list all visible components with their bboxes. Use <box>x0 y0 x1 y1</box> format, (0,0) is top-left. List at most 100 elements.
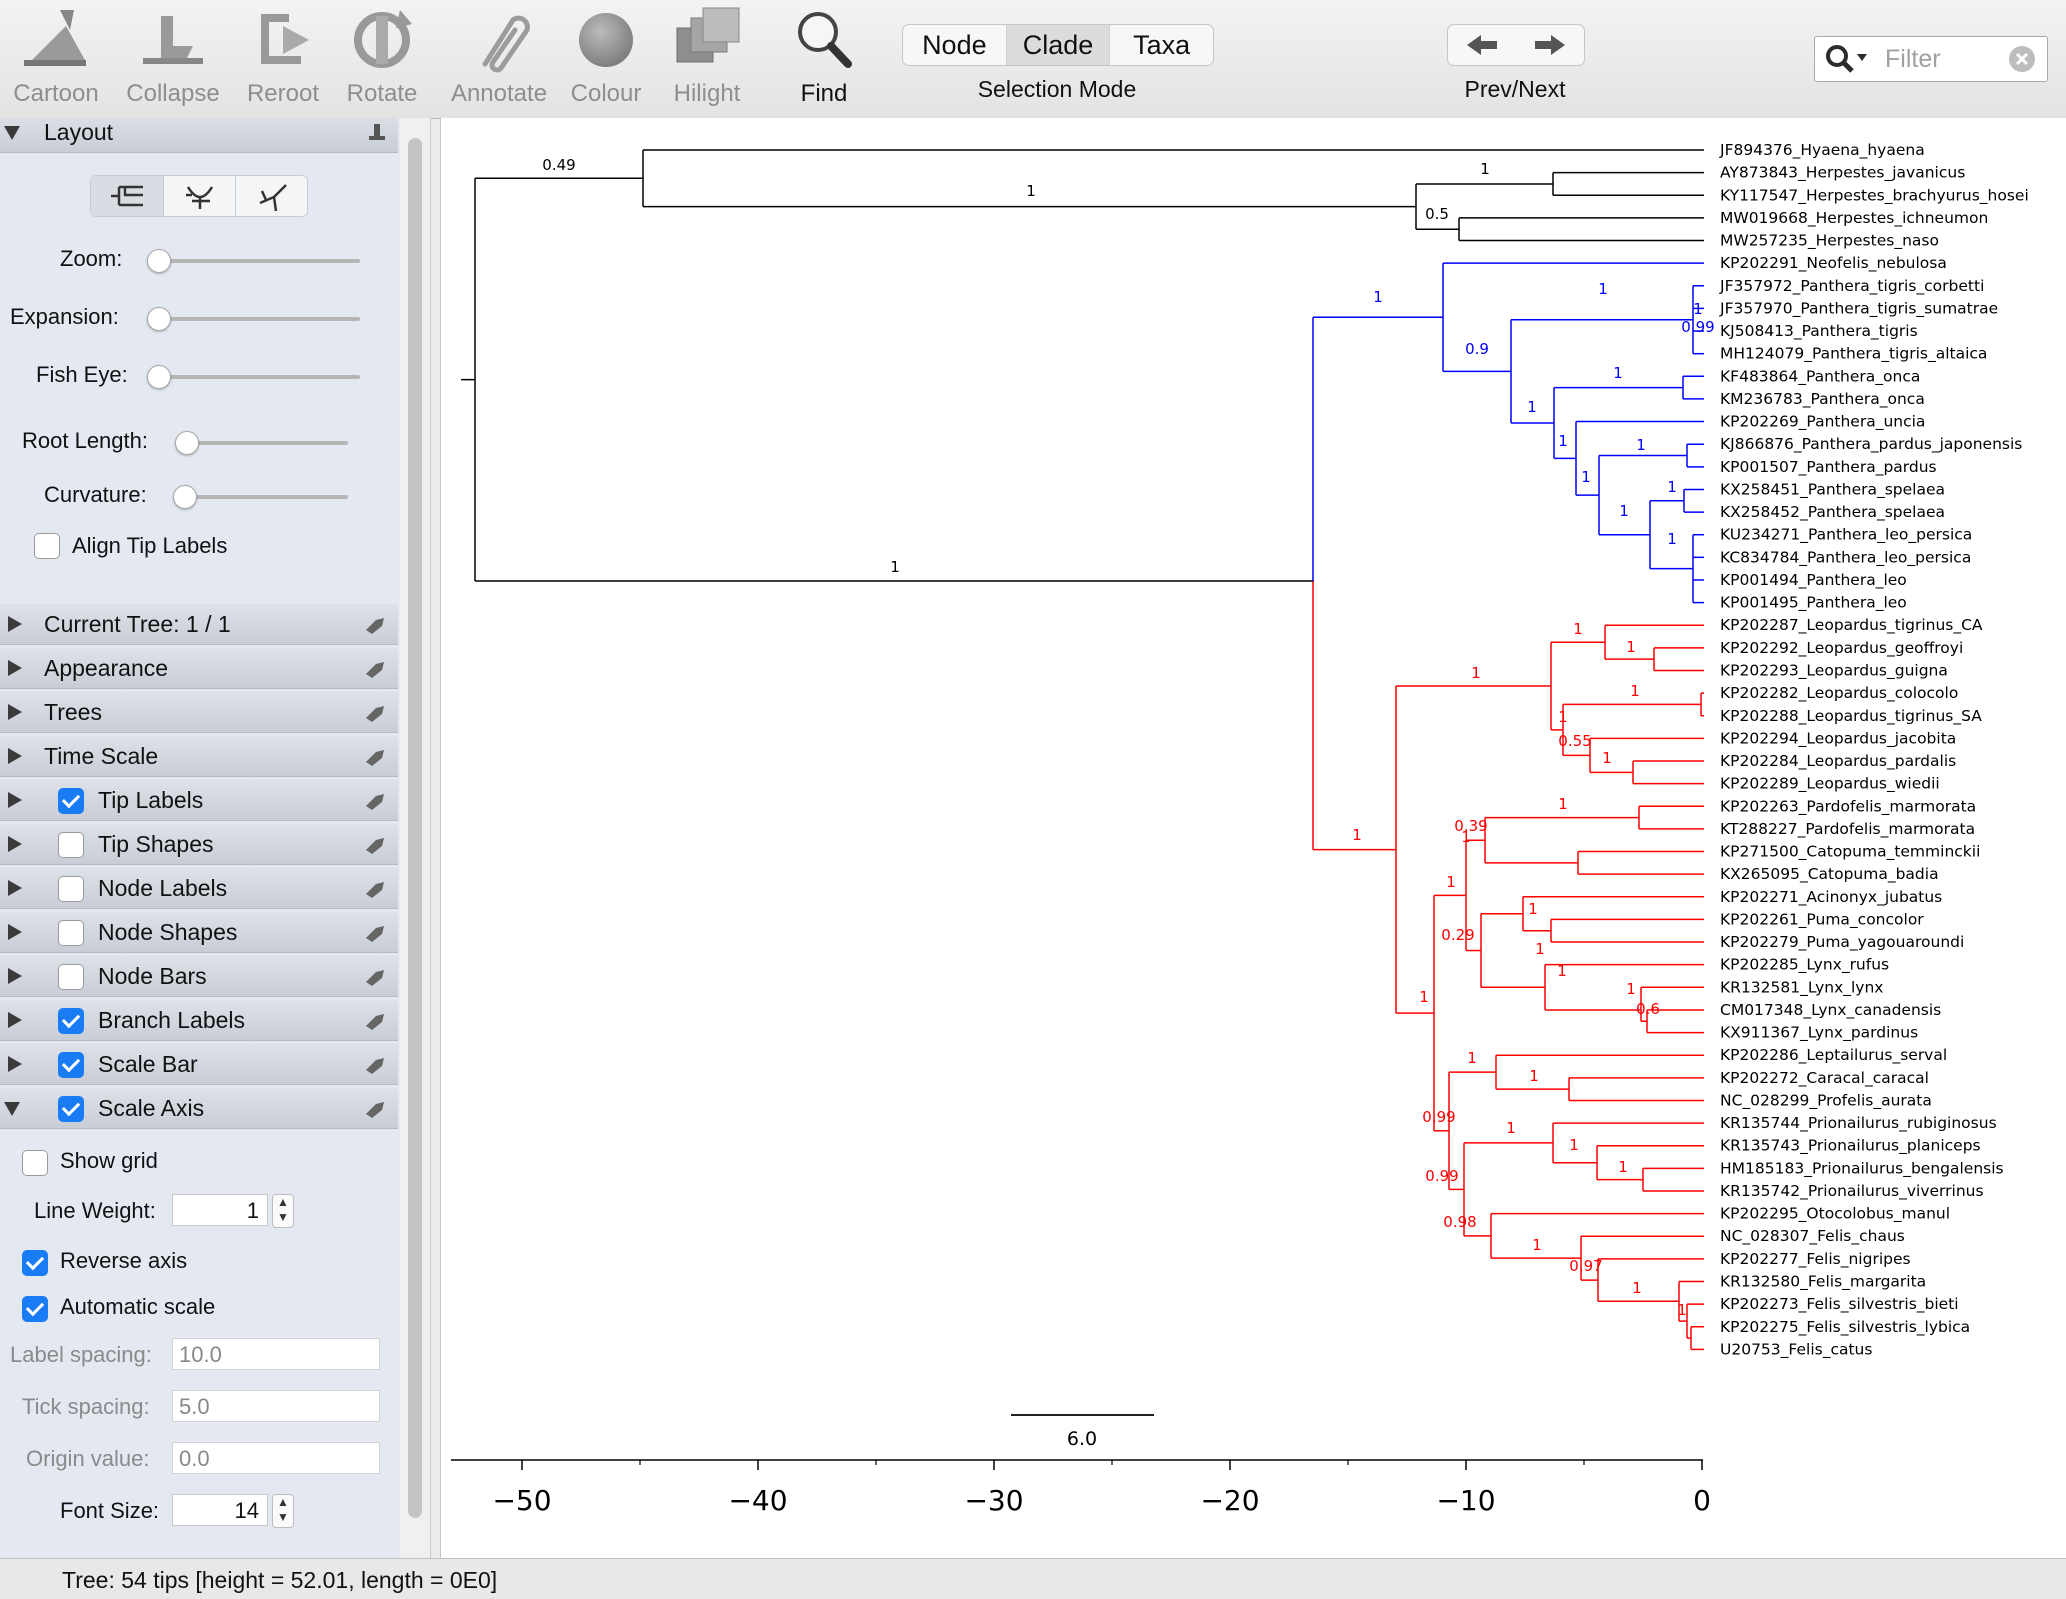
font-size-input[interactable]: 14 <box>172 1494 268 1526</box>
tip-label[interactable]: NC_028307_Felis_chaus <box>1720 1227 1905 1246</box>
node-bars-checkbox[interactable] <box>58 964 84 990</box>
zoom-slider[interactable] <box>150 259 360 263</box>
tip-label[interactable]: KY117547_Herpestes_brachyurus_hosei <box>1720 186 2029 205</box>
pin-icon[interactable] <box>364 122 388 144</box>
tip-label[interactable]: KP202287_Leopardus_tigrinus_CA <box>1720 616 1983 635</box>
section-scale-axis[interactable]: Scale Axis <box>0 1088 398 1129</box>
prev-button[interactable] <box>1448 25 1516 65</box>
tip-label[interactable]: JF357970_Panthera_tigris_sumatrae <box>1719 299 1998 318</box>
section-scale-bar[interactable]: Scale Bar <box>0 1044 398 1085</box>
align-tip-labels-checkbox[interactable] <box>34 533 60 559</box>
tip-label[interactable]: JF357972_Panthera_tigris_corbetti <box>1719 277 1984 296</box>
section-node-labels[interactable]: Node Labels <box>0 868 398 909</box>
rotate-button[interactable]: Rotate <box>322 0 442 112</box>
node-labels-checkbox[interactable] <box>58 876 84 902</box>
tip-label[interactable]: KX258451_Panthera_spelaea <box>1720 480 1945 499</box>
tip-label[interactable]: KR135744_Prionailurus_rubiginosus <box>1720 1114 1997 1133</box>
pin-icon[interactable] <box>362 746 388 768</box>
tip-label[interactable]: KR132580_Felis_margarita <box>1720 1273 1926 1292</box>
annotate-button[interactable]: Annotate <box>439 0 559 112</box>
tip-label[interactable]: U20753_Felis_catus <box>1720 1340 1872 1359</box>
expand-triangle-icon[interactable] <box>8 924 22 940</box>
expand-triangle-icon[interactable] <box>4 126 20 140</box>
zoom-slider-knob[interactable] <box>147 249 171 273</box>
panel-scrollbar-thumb[interactable] <box>408 138 422 1518</box>
section-branch-labels[interactable]: Branch Labels <box>0 1000 398 1041</box>
tip-label[interactable]: NC_028299_Profelis_aurata <box>1720 1091 1932 1110</box>
curvature-slider[interactable] <box>176 495 348 499</box>
reroot-button[interactable]: Reroot <box>223 0 343 112</box>
branch-labels-checkbox[interactable] <box>58 1008 84 1034</box>
origin-value-input[interactable]: 0.0 <box>172 1442 380 1474</box>
tip-label[interactable]: KP202284_Leopardus_pardalis <box>1720 752 1956 771</box>
layout-rectilinear-button[interactable] <box>91 176 163 216</box>
tip-label[interactable]: KP202293_Leopardus_guigna <box>1720 661 1948 680</box>
section-tip-shapes[interactable]: Tip Shapes <box>0 824 398 865</box>
tip-label[interactable]: KR132581_Lynx_lynx <box>1720 978 1883 997</box>
selection-mode-node[interactable]: Node <box>903 25 1007 65</box>
tip-label[interactable]: JF894376_Hyaena_hyaena <box>1719 141 1925 160</box>
tip-label[interactable]: KP202263_Pardofelis_marmorata <box>1720 797 1976 816</box>
pin-icon[interactable] <box>362 1054 388 1076</box>
line-weight-input[interactable]: 1 <box>172 1194 268 1226</box>
tip-label[interactable]: KR135742_Prionailurus_viverrinus <box>1720 1182 1984 1201</box>
tick-spacing-input[interactable]: 5.0 <box>172 1390 380 1422</box>
expand-triangle-icon[interactable] <box>8 704 22 720</box>
tip-label[interactable]: KP202294_Leopardus_jacobita <box>1720 729 1956 748</box>
tip-label[interactable]: KP271500_Catopuma_temminckii <box>1720 843 1980 862</box>
pin-icon[interactable] <box>362 1010 388 1032</box>
pin-icon[interactable] <box>362 922 388 944</box>
node-shapes-checkbox[interactable] <box>58 920 84 946</box>
tip-label[interactable]: KM236783_Panthera_onca <box>1720 390 1925 409</box>
tip-label[interactable]: KJ866876_Panthera_pardus_japonensis <box>1720 435 2022 454</box>
section-node-shapes[interactable]: Node Shapes <box>0 912 398 953</box>
panel-scrollbar[interactable] <box>400 118 431 1558</box>
pin-icon[interactable] <box>362 790 388 812</box>
layout-radial-button[interactable] <box>235 176 308 216</box>
tip-label[interactable]: KP202277_Felis_nigripes <box>1720 1250 1911 1269</box>
next-button[interactable] <box>1516 25 1584 65</box>
pin-icon[interactable] <box>362 966 388 988</box>
pin-icon[interactable] <box>362 702 388 724</box>
font-size-stepper[interactable]: ▲ ▼ <box>272 1494 294 1528</box>
tip-label[interactable]: KP202286_Leptailurus_serval <box>1720 1046 1947 1065</box>
label-spacing-input[interactable]: 10.0 <box>172 1338 380 1370</box>
tip-label[interactable]: KC834784_Panthera_leo_persica <box>1720 548 1971 567</box>
expand-triangle-icon[interactable] <box>8 792 22 808</box>
tip-label[interactable]: KP202279_Puma_yagouaroundi <box>1720 933 1964 952</box>
section-current-tree[interactable]: Current Tree: 1 / 1 <box>0 604 398 645</box>
tip-label[interactable]: KX258452_Panthera_spelaea <box>1720 503 1945 522</box>
root-length-slider-knob[interactable] <box>175 431 199 455</box>
expand-triangle-icon[interactable] <box>8 968 22 984</box>
tip-label[interactable]: CM017348_Lynx_canadensis <box>1720 1001 1941 1020</box>
tip-shapes-checkbox[interactable] <box>58 832 84 858</box>
pin-icon[interactable] <box>362 614 388 636</box>
section-tip-labels[interactable]: Tip Labels <box>0 780 398 821</box>
section-time-scale[interactable]: Time Scale <box>0 736 398 777</box>
tip-label[interactable]: KP202261_Puma_concolor <box>1720 910 1924 929</box>
find-button[interactable]: Find <box>764 0 884 112</box>
selection-mode-taxa[interactable]: Taxa <box>1133 30 1191 60</box>
tip-label[interactable]: KP202292_Leopardus_geoffroyi <box>1720 639 1963 658</box>
tip-label[interactable]: KP001495_Panthera_leo <box>1720 594 1907 613</box>
tip-label[interactable]: AY873843_Herpestes_javanicus <box>1720 164 1965 183</box>
tip-label[interactable]: KP202291_Neofelis_nebulosa <box>1720 254 1947 273</box>
expand-triangle-icon[interactable] <box>8 660 22 676</box>
tip-label[interactable]: MW257235_Herpestes_naso <box>1720 232 1939 251</box>
tip-label[interactable]: KP202289_Leopardus_wiedii <box>1720 775 1940 794</box>
tip-label[interactable]: KP001507_Panthera_pardus <box>1720 458 1937 477</box>
expansion-slider-knob[interactable] <box>147 307 171 331</box>
colour-button[interactable]: Colour <box>546 0 666 112</box>
tip-label[interactable]: KP202288_Leopardus_tigrinus_SA <box>1720 707 1982 726</box>
phylogenetic-tree[interactable]: JF894376_Hyaena_hyaena AY873843_Herpestes… <box>441 118 2066 1558</box>
fish-eye-slider[interactable] <box>150 375 360 379</box>
section-trees[interactable]: Trees <box>0 692 398 733</box>
section-appearance[interactable]: Appearance <box>0 648 398 689</box>
line-weight-stepper[interactable]: ▲ ▼ <box>272 1194 294 1228</box>
tip-label[interactable]: HM185183_Prionailurus_bengalensis <box>1720 1159 2004 1178</box>
expand-triangle-icon[interactable] <box>8 1012 22 1028</box>
section-node-bars[interactable]: Node Bars <box>0 956 398 997</box>
tip-label[interactable]: KT288227_Pardofelis_marmorata <box>1720 820 1975 839</box>
tip-label[interactable]: KX265095_Catopuma_badia <box>1720 865 1939 884</box>
expand-triangle-icon[interactable] <box>8 1056 22 1072</box>
